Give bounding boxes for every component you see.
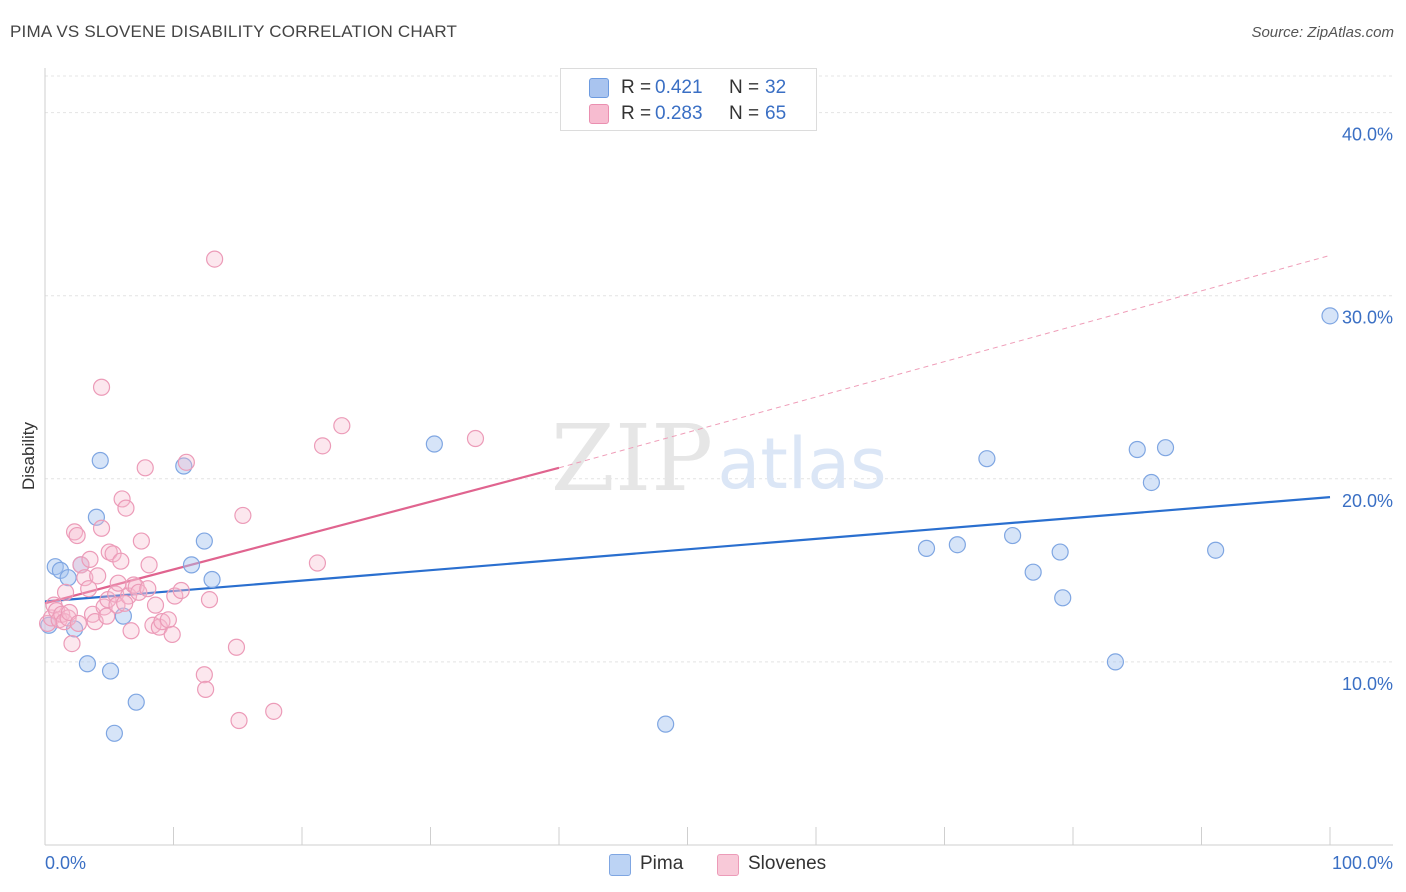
- point-slovenes: [265, 702, 283, 720]
- point-slovenes: [466, 429, 485, 448]
- n-value: 32: [765, 77, 787, 98]
- y-tick-label: 40.0%: [1342, 125, 1393, 145]
- point-pima: [182, 556, 201, 574]
- point-slovenes: [197, 680, 215, 698]
- point-slovenes: [89, 567, 107, 585]
- point-slovenes: [109, 574, 127, 592]
- chart-title: PIMA VS SLOVENE DISABILITY CORRELATION C…: [10, 22, 458, 41]
- point-slovenes: [159, 611, 177, 629]
- point-slovenes: [227, 638, 246, 656]
- point-slovenes: [63, 634, 81, 653]
- r-label: R =: [621, 77, 652, 98]
- point-slovenes: [200, 591, 219, 609]
- point-slovenes: [130, 583, 148, 601]
- r-value: 0.421: [655, 77, 703, 98]
- n-label: N =: [729, 103, 760, 124]
- point-slovenes: [113, 490, 131, 508]
- r-value: 0.283: [655, 103, 703, 124]
- r-label: R =: [621, 103, 652, 124]
- point-pima: [78, 655, 97, 673]
- point-slovenes: [308, 554, 327, 572]
- trend-extension-slovenes: [558, 254, 1331, 469]
- point-pima: [105, 724, 123, 742]
- point-slovenes: [230, 711, 248, 730]
- point-pima: [91, 451, 109, 470]
- point-slovenes: [59, 609, 77, 627]
- y-tick-label: 20.0%: [1342, 491, 1393, 511]
- point-slovenes: [116, 594, 134, 612]
- point-pima: [1024, 563, 1042, 581]
- x-tick-label: 100.0%: [1332, 853, 1393, 873]
- point-slovenes: [117, 499, 135, 517]
- point-slovenes: [136, 459, 154, 477]
- point-pima: [917, 539, 936, 557]
- pima-swatch: [589, 78, 609, 98]
- point-slovenes: [146, 596, 165, 614]
- x-tick-label: 0.0%: [45, 853, 86, 873]
- point-pima: [1321, 307, 1339, 325]
- point-slovenes: [333, 417, 351, 435]
- source-label: Source: ZipAtlas.com: [1251, 24, 1394, 41]
- point-pima: [1128, 440, 1146, 459]
- point-slovenes: [68, 526, 86, 545]
- point-slovenes: [72, 556, 90, 574]
- point-slovenes: [132, 532, 150, 550]
- y-tick-label: 10.0%: [1342, 674, 1393, 694]
- point-pima: [1207, 541, 1225, 559]
- slovenes-legend-swatch: [717, 854, 739, 876]
- point-pima: [978, 450, 996, 468]
- point-pima: [1156, 439, 1175, 457]
- point-pima: [425, 435, 443, 453]
- point-pima: [948, 536, 966, 554]
- y-axis-label: Disability: [19, 421, 38, 490]
- point-slovenes: [56, 583, 75, 601]
- point-pima: [203, 570, 221, 589]
- point-pima: [59, 569, 77, 587]
- point-pima: [101, 662, 120, 680]
- watermark-zip: ZIP: [551, 405, 713, 512]
- point-pima: [127, 693, 145, 711]
- point-slovenes: [172, 581, 190, 600]
- slovenes-legend-label: Slovenes: [748, 853, 827, 874]
- point-slovenes: [234, 506, 252, 525]
- point-slovenes: [153, 613, 171, 631]
- point-slovenes: [195, 666, 213, 684]
- point-pima: [1004, 526, 1022, 545]
- point-slovenes: [313, 437, 332, 455]
- point-slovenes: [139, 580, 157, 598]
- watermark-atlas: atlas: [717, 423, 886, 505]
- correlation-legend: R = 0.421 N = 32 R = 0.283 N = 65: [560, 68, 817, 131]
- point-slovenes: [80, 580, 98, 598]
- point-slovenes: [177, 453, 195, 471]
- point-pima: [657, 715, 675, 733]
- point-slovenes: [81, 550, 99, 568]
- y-tick-label: 30.0%: [1342, 308, 1393, 328]
- point-slovenes: [76, 569, 94, 587]
- point-slovenes: [144, 616, 162, 634]
- slovenes-swatch: [589, 104, 609, 124]
- trend-line-pima: [44, 496, 1331, 603]
- point-slovenes: [92, 519, 111, 537]
- point-slovenes: [122, 622, 140, 640]
- point-slovenes: [163, 625, 181, 644]
- point-pima: [1142, 473, 1160, 492]
- point-slovenes: [92, 378, 111, 396]
- point-pima: [1051, 543, 1069, 561]
- point-slovenes: [206, 250, 224, 268]
- point-pima: [87, 508, 106, 526]
- pima-legend-label: Pima: [640, 853, 684, 874]
- point-pima: [195, 532, 213, 550]
- n-label: N =: [729, 77, 760, 98]
- n-value: 65: [765, 103, 787, 124]
- point-slovenes: [69, 614, 88, 633]
- point-slovenes: [112, 552, 130, 570]
- point-pima: [1106, 653, 1125, 671]
- pima-legend-swatch: [609, 854, 631, 876]
- point-pima: [1054, 589, 1072, 607]
- point-slovenes: [140, 556, 158, 574]
- point-pima: [114, 607, 132, 625]
